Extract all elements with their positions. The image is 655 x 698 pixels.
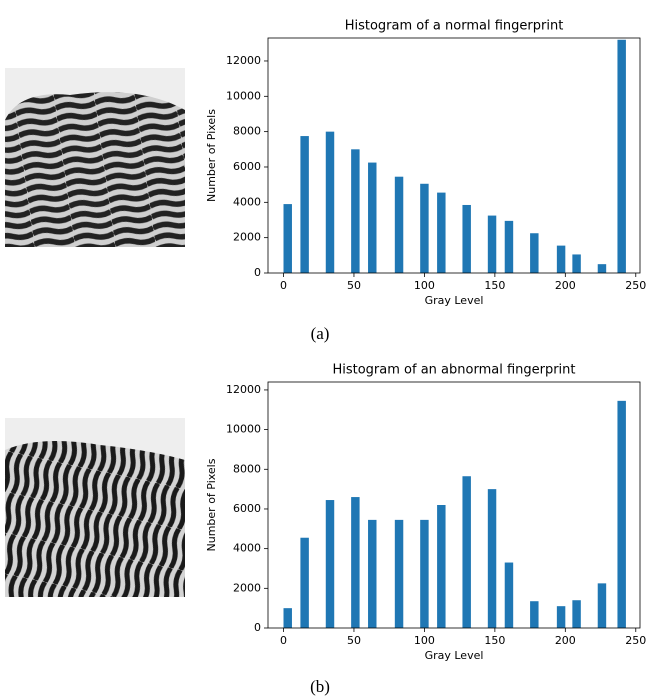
bar — [394, 519, 404, 628]
y-tick-label: 0 — [254, 266, 261, 279]
bar — [572, 600, 581, 628]
bar — [420, 519, 429, 628]
caption: (b) — [310, 677, 330, 696]
x-tick-label: 100 — [414, 279, 435, 292]
bar — [394, 176, 404, 273]
x-tick-label: 50 — [347, 634, 361, 647]
y-tick-label: 6000 — [233, 502, 261, 515]
y-tick-label: 10000 — [226, 89, 261, 102]
axes-frame — [267, 381, 641, 629]
bar — [283, 608, 292, 628]
bar — [351, 149, 360, 273]
bar — [325, 131, 335, 273]
bar — [368, 162, 377, 273]
bar — [351, 497, 360, 628]
x-tick-label: 200 — [555, 279, 576, 292]
y-tick-label: 10000 — [226, 423, 261, 436]
x-tick-label: 200 — [555, 634, 576, 647]
y-tick-label: 2000 — [233, 231, 261, 244]
y-axis-label: Number of Pixels — [205, 109, 218, 202]
y-axis-label: Number of Pixels — [205, 458, 218, 551]
bar — [437, 192, 446, 273]
bar — [325, 500, 335, 628]
y-tick-label: 0 — [254, 621, 261, 634]
chart-title: Histogram of a normal fingerprint — [345, 19, 564, 34]
bar — [617, 400, 626, 628]
bar — [530, 233, 539, 273]
bar — [462, 476, 471, 628]
bar — [504, 562, 514, 628]
x-tick-label: 250 — [625, 279, 646, 292]
x-tick-label: 150 — [484, 279, 505, 292]
bar — [420, 183, 429, 273]
y-tick-label: 12000 — [226, 54, 261, 67]
y-tick-label: 6000 — [233, 160, 261, 173]
x-tick-label: 150 — [484, 634, 505, 647]
y-tick-label: 2000 — [233, 581, 261, 594]
fingerprint-image-a — [5, 68, 185, 247]
bar — [462, 204, 471, 273]
fingerprint-image-b — [5, 418, 185, 597]
y-tick-label: 4000 — [233, 542, 261, 555]
bar — [556, 245, 566, 273]
x-tick-label: 100 — [414, 634, 435, 647]
bar — [437, 505, 446, 628]
bar — [283, 204, 292, 273]
bar — [504, 220, 514, 273]
chart-title: Histogram of an abnormal fingerprint — [332, 363, 575, 378]
x-tick-label: 50 — [347, 279, 361, 292]
x-axis-label: Gray Level — [425, 294, 484, 307]
bar — [368, 519, 377, 628]
y-tick-label: 8000 — [233, 125, 261, 138]
axes-frame — [267, 37, 641, 274]
x-axis-label: Gray Level — [425, 649, 484, 662]
bar — [300, 537, 309, 628]
bar — [300, 136, 309, 273]
y-tick-label: 8000 — [233, 462, 261, 475]
bar — [617, 39, 626, 273]
y-tick-label: 12000 — [226, 383, 261, 396]
x-tick-label: 250 — [625, 634, 646, 647]
bar — [556, 606, 566, 628]
x-tick-label: 0 — [280, 634, 287, 647]
bar — [597, 264, 607, 273]
y-tick-label: 4000 — [233, 195, 261, 208]
bar — [487, 215, 497, 273]
caption: (a) — [311, 324, 330, 343]
bar — [487, 489, 497, 628]
bar — [597, 583, 607, 628]
bar — [572, 254, 581, 273]
x-tick-label: 0 — [280, 279, 287, 292]
bar — [530, 601, 539, 628]
